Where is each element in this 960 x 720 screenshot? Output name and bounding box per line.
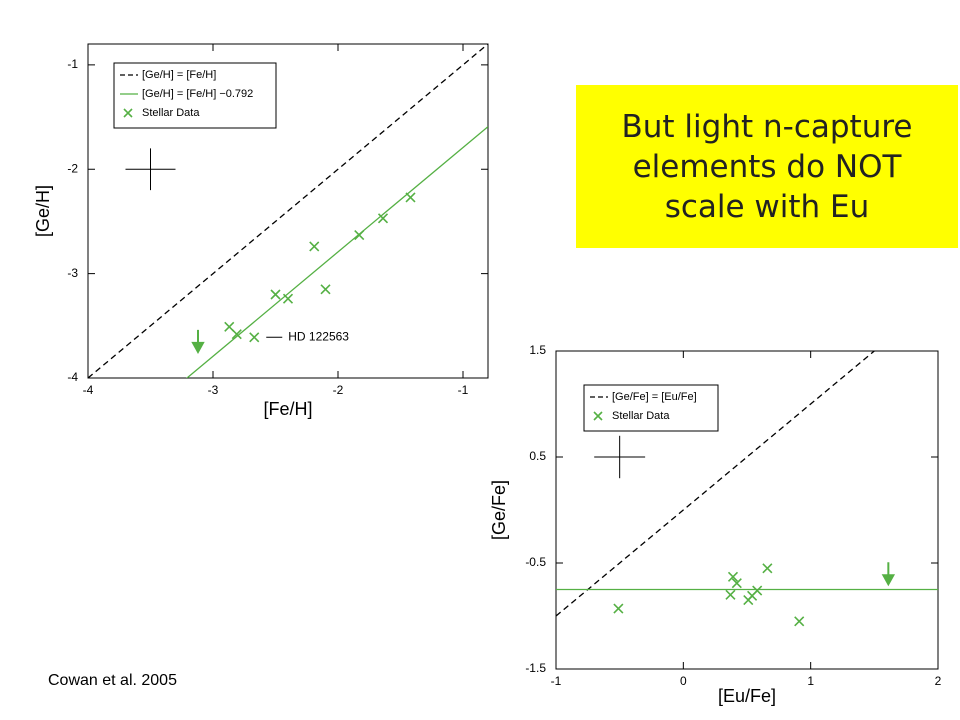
plot-area (556, 351, 938, 617)
data-point (762, 563, 773, 574)
plot-frame (87, 43, 489, 379)
x-tick-label: -1 (458, 383, 469, 397)
y-tick-label: 1.5 (529, 343, 546, 357)
data-point (249, 332, 260, 343)
x-tick-label: -1 (551, 674, 562, 688)
y-tick-label: -2 (67, 161, 78, 175)
fit-line (88, 44, 488, 378)
data-point (731, 578, 742, 589)
y-tick-label: -3 (67, 266, 78, 280)
callout: But light n-capture elements do NOT scal… (576, 85, 958, 248)
legend-box (583, 384, 719, 432)
data-point (309, 241, 320, 252)
citation: Cowan et al. 2005 (48, 672, 177, 689)
y-tick-label: -4 (67, 370, 78, 384)
x-axis-label: [Eu/Fe] (718, 686, 776, 706)
data-point (320, 284, 331, 295)
legend-label: Stellar Data (142, 107, 200, 119)
legend-label: [Ge/H] = [Fe/H] (142, 69, 216, 81)
data-point (231, 329, 242, 340)
upper-limit (881, 562, 896, 587)
x-tick-label: 0 (680, 674, 687, 688)
fit-line (185, 126, 488, 378)
legend-swatch (123, 108, 133, 118)
x-tick-label: -2 (333, 383, 344, 397)
y-tick-label: -1.5 (525, 661, 546, 675)
annotation: HD 122563 (288, 329, 349, 343)
plot-frame (555, 350, 939, 670)
y-tick-label: -1 (67, 57, 78, 71)
plot-area (88, 44, 488, 378)
data-point (405, 192, 416, 203)
legend-label: [Ge/Fe] = [Eu/Fe] (612, 391, 697, 403)
x-tick-label: -3 (208, 383, 219, 397)
x-tick-label: 2 (935, 674, 942, 688)
upper-limit (191, 329, 205, 354)
legend-label: [Ge/H] = [Fe/H] −0.792 (142, 88, 253, 100)
legend-box (113, 62, 277, 129)
data-point (270, 289, 281, 300)
y-axis-label: [Ge/H] (33, 185, 53, 237)
fit-line (556, 351, 876, 617)
x-tick-label: -4 (83, 383, 94, 397)
data-point (282, 293, 294, 304)
y-axis-label: [Ge/Fe] (489, 480, 509, 540)
x-axis-label: [Fe/H] (263, 399, 312, 419)
legend-swatch (593, 411, 603, 421)
data-point (354, 229, 365, 241)
y-tick-label: 0.5 (529, 449, 546, 463)
data-point (727, 571, 739, 582)
data-point (725, 589, 736, 600)
legend-label: Stellar Data (612, 410, 670, 422)
y-tick-label: -0.5 (525, 555, 546, 569)
data-point (752, 585, 763, 596)
data-point (377, 213, 389, 224)
data-point (794, 616, 805, 627)
data-point (613, 603, 624, 614)
x-tick-label: 1 (807, 674, 814, 688)
